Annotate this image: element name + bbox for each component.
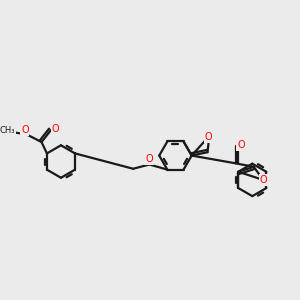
Text: O: O [21, 125, 29, 135]
Text: O: O [51, 124, 59, 134]
Text: CH₃: CH₃ [0, 126, 15, 135]
Text: O: O [205, 132, 212, 142]
Text: O: O [145, 154, 153, 164]
Text: O: O [260, 175, 267, 185]
Text: O: O [237, 140, 245, 150]
